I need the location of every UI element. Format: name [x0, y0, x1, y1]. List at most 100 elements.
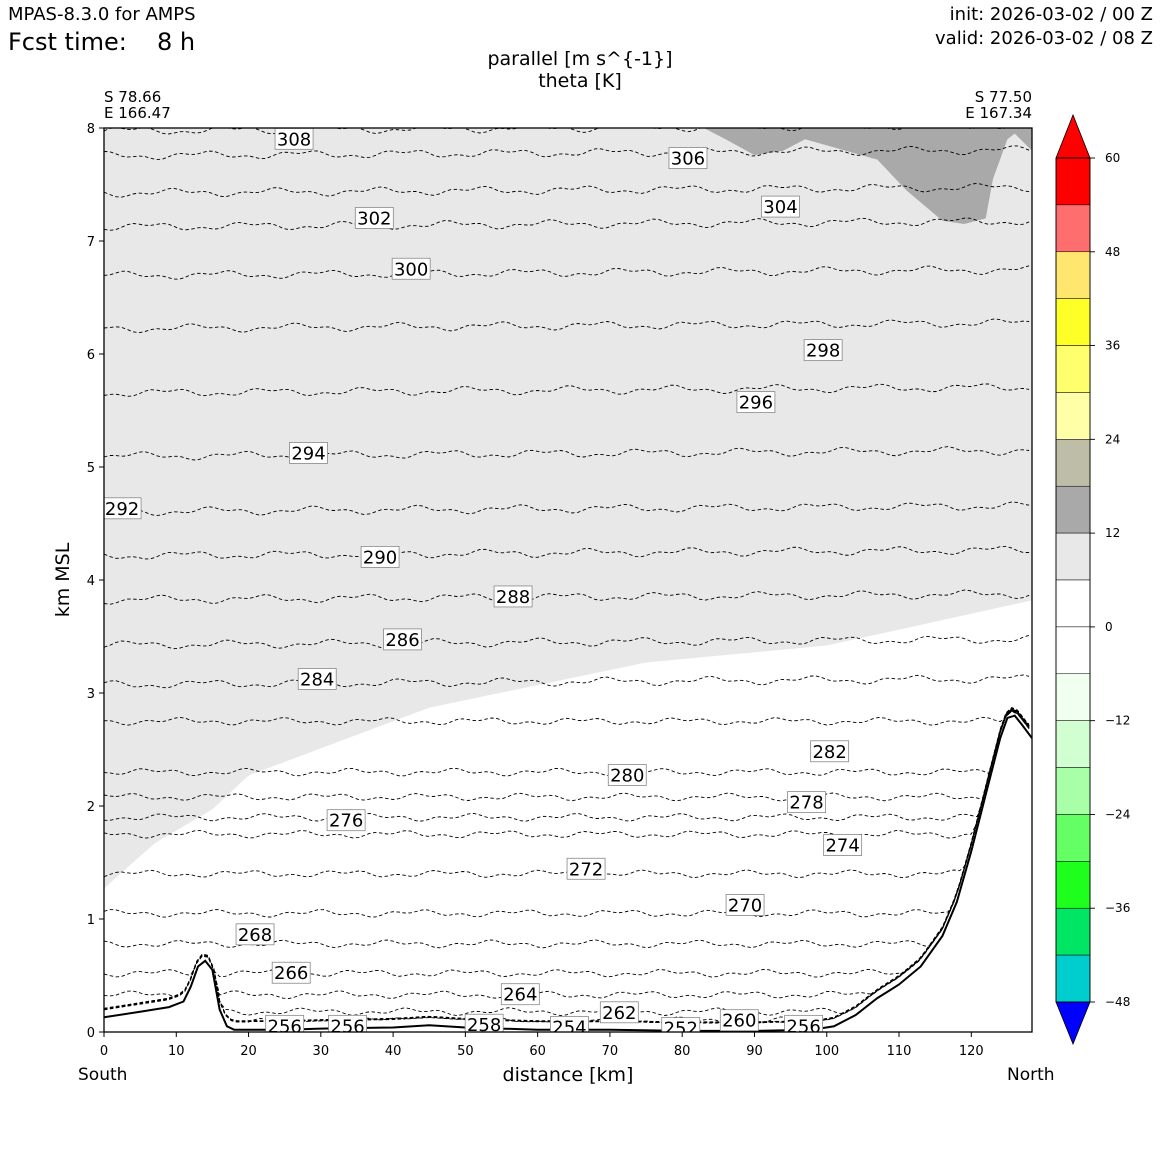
- contour-label-text: 296: [739, 393, 773, 414]
- colorbar-tick-label: 60: [1105, 151, 1120, 165]
- y-tick-label: 4: [87, 574, 95, 589]
- terrain-fill: [104, 715, 1032, 1032]
- contour-label-text: 256: [268, 1016, 302, 1037]
- contour-label-282: 282: [810, 740, 850, 763]
- theta-contour-304: [104, 182, 1030, 198]
- theta-contour-302: [104, 217, 1030, 231]
- colorbar-under-arrow: [1055, 1001, 1091, 1046]
- contour-label-258: 258: [464, 1013, 504, 1032]
- contour-label-text: 286: [385, 630, 419, 651]
- terrain-line: [104, 714, 1032, 1032]
- x-tick-label: 90: [746, 1044, 763, 1059]
- contour-label-text: 266: [274, 963, 308, 984]
- y-tick-label: 2: [87, 800, 95, 815]
- colorbar-tick-label: 48: [1105, 245, 1120, 259]
- contour-label-298: 298: [803, 339, 843, 362]
- theta-contour-268: [104, 709, 1030, 949]
- contour-label-text: 290: [363, 547, 397, 568]
- contour-label-text: 292: [105, 499, 139, 520]
- colorbar-tick-label: −48: [1105, 995, 1130, 1009]
- contour-label-278: 278: [787, 791, 826, 814]
- contour-label-256: 256: [784, 1014, 824, 1032]
- colorbar-tick-label: −24: [1105, 807, 1130, 821]
- colorbar-tick-label: −36: [1105, 901, 1130, 915]
- contour-label-text: 254: [552, 1017, 586, 1038]
- contour-label-text: 260: [722, 1011, 756, 1032]
- x-axis-ticks: 0 10 20 30 40 50 60 70 80 90 100 110 120: [100, 1032, 984, 1059]
- theta-contour-286: [104, 634, 1030, 650]
- x-tick-label: 50: [457, 1044, 474, 1059]
- north-endpoint-label: North: [1007, 1065, 1055, 1085]
- colorbar-tick-label: 36: [1105, 339, 1120, 353]
- contour-label-306: 306: [668, 147, 708, 170]
- theta-contour-256: [104, 707, 1030, 1024]
- y-tick-label: 1: [87, 913, 95, 928]
- theta-contour-274: [104, 709, 1030, 822]
- colorbar: 60 48 36 24 12 0 −12 −24 −36 −48: [1055, 113, 1130, 1046]
- theta-contour-292: [104, 501, 1030, 517]
- theta-contour-256: [104, 707, 1030, 1023]
- contour-label-264: 264: [500, 983, 540, 1006]
- colorbar-band: [1055, 673, 1091, 721]
- contour-label-268: 268: [235, 923, 275, 946]
- x-tick-label: 100: [814, 1044, 839, 1059]
- y-tick-label: 8: [87, 122, 95, 137]
- contour-label-text: 274: [825, 836, 859, 857]
- theta-contour-306: [104, 145, 1030, 160]
- colorbar-band: [1055, 532, 1091, 581]
- start-latitude: S 78.66: [104, 88, 162, 106]
- contour-label-252: 252: [661, 1017, 701, 1040]
- start-longitude: E 166.47: [104, 104, 171, 122]
- x-tick-label: 80: [674, 1044, 691, 1059]
- theta-contour-280: [104, 710, 1030, 777]
- chart-title-theta: theta [K]: [538, 70, 622, 92]
- theta-contour-258: [104, 708, 1030, 1024]
- theta-contour-270: [104, 709, 1030, 918]
- x-tick-label: 110: [887, 1044, 912, 1059]
- colorbar-band: [1055, 204, 1091, 253]
- theta-contour-296: [104, 383, 1030, 397]
- theta-contour-288: [104, 589, 1030, 605]
- theta-contour-256: [104, 707, 1030, 1023]
- contour-label-272: 272: [566, 857, 606, 880]
- contour-label-text: 264: [503, 985, 537, 1006]
- colorbar-band: [1055, 345, 1091, 393]
- theta-contour-264: [104, 708, 1030, 999]
- plot-frame: [103, 127, 1033, 1033]
- contour-label-text: 268: [238, 925, 272, 946]
- contour-label-286: 286: [383, 628, 422, 651]
- contour-label-304: 304: [761, 195, 800, 218]
- contour-label-text: 262: [602, 1003, 636, 1024]
- colorbar-band: [1055, 767, 1091, 815]
- forecast-time-label: Fcst time:: [8, 28, 127, 56]
- theta-contour-252: [104, 706, 1030, 1023]
- theta-contour-254: [104, 707, 1030, 1023]
- theta-contour-276: [104, 710, 1030, 839]
- contour-label-254: 254: [550, 1016, 589, 1038]
- colorbar-band: [1055, 954, 1091, 1003]
- y-tick-label: 3: [87, 687, 95, 702]
- contour-label-text: 278: [789, 793, 823, 814]
- x-tick-label: 10: [168, 1044, 185, 1059]
- theta-contour-262: [104, 708, 1030, 1017]
- x-tick-label: 30: [313, 1044, 330, 1059]
- x-tick-label: 60: [529, 1044, 546, 1059]
- contour-label-text: 304: [763, 197, 797, 218]
- chart-title-parallel: parallel [m s^{-1}]: [487, 48, 673, 70]
- contour-label-262: 262: [599, 1001, 639, 1024]
- contour-label-text: 252: [664, 1019, 698, 1040]
- contour-label-300: 300: [391, 257, 431, 280]
- forecast-time-value: 8 h: [157, 28, 196, 56]
- contour-label-text: 306: [671, 149, 705, 170]
- colorbar-over-arrow: [1055, 113, 1091, 159]
- theta-contour-260: [104, 708, 1030, 1024]
- x-tick-label: 40: [385, 1044, 402, 1059]
- valid-time: valid: 2026-03-02 / 08 Z: [935, 28, 1153, 49]
- theta-contour-284: [104, 674, 1030, 689]
- contour-label-256: 256: [265, 1014, 305, 1037]
- y-axis-label: km MSL: [52, 542, 74, 618]
- contour-label-text: 302: [357, 208, 391, 229]
- theta-contour-278: [104, 710, 1030, 802]
- theta-contour-290: [104, 545, 1030, 560]
- contour-label-292: 292: [104, 497, 142, 520]
